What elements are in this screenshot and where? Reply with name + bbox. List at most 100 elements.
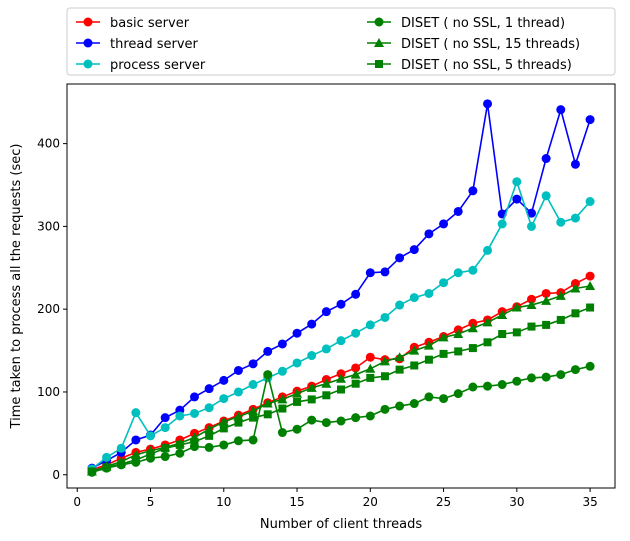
data-point: [292, 388, 303, 398]
data-point: [423, 340, 434, 350]
data-point: [570, 365, 580, 375]
data-point: [424, 288, 434, 298]
data-point: [204, 384, 214, 394]
data-point: [556, 315, 565, 324]
data-point: [205, 431, 214, 440]
data-point: [175, 440, 184, 449]
data-point: [527, 322, 536, 331]
data-point: [483, 381, 493, 391]
data-point: [293, 397, 302, 406]
legend-item: DISET ( no SSL, 1 thread): [367, 16, 565, 31]
data-point: [307, 319, 317, 329]
data-point: [219, 394, 229, 404]
data-point: [365, 320, 375, 330]
data-point: [439, 394, 449, 404]
data-point: [380, 404, 390, 414]
data-point: [365, 363, 376, 373]
data-point: [351, 413, 361, 423]
data-point: [219, 424, 228, 433]
data-point: [189, 392, 199, 402]
data-point: [380, 267, 390, 277]
data-point: [512, 194, 522, 204]
y-tick-label: 400: [37, 137, 60, 151]
data-point: [585, 271, 595, 281]
x-tick-label: 5: [147, 495, 155, 509]
y-tick-label: 200: [37, 302, 60, 316]
data-point: [453, 268, 463, 278]
data-point: [380, 312, 390, 322]
x-tick-label: 10: [216, 495, 231, 509]
data-point: [526, 221, 536, 231]
data-point: [249, 413, 258, 422]
data-point: [219, 440, 229, 450]
data-point: [571, 309, 580, 318]
axes-frame: [66, 83, 616, 489]
data-point: [409, 245, 419, 255]
data-point: [307, 395, 316, 404]
data-point: [351, 363, 361, 373]
data-point: [468, 186, 478, 196]
data-point: [556, 370, 566, 380]
data-point: [409, 399, 419, 409]
x-tick-label: 35: [582, 495, 597, 509]
data-point: [453, 206, 463, 216]
data-point: [526, 294, 536, 304]
data-point: [438, 332, 449, 342]
x-tick-label: 20: [363, 495, 378, 509]
data-point: [102, 463, 111, 472]
data-point: [468, 382, 478, 392]
legend-marker: [83, 59, 93, 69]
data-point: [336, 416, 346, 426]
data-point: [439, 278, 449, 288]
data-point: [262, 398, 273, 408]
data-point: [204, 403, 214, 413]
data-point: [233, 387, 243, 397]
data-point: [321, 418, 331, 428]
data-point: [379, 356, 390, 366]
data-point: [453, 389, 463, 399]
data-point: [585, 197, 595, 207]
data-point: [424, 229, 434, 239]
data-point: [498, 330, 507, 339]
x-tick-label: 30: [509, 495, 524, 509]
data-point: [482, 317, 493, 327]
legend-item: process server: [76, 58, 206, 73]
data-point: [277, 339, 287, 349]
data-point: [424, 355, 433, 364]
data-point: [497, 380, 507, 390]
data-point: [248, 380, 258, 390]
data-point: [380, 372, 389, 381]
data-point: [454, 347, 463, 356]
data-point: [278, 404, 287, 413]
data-point: [541, 295, 552, 305]
data-point: [395, 401, 405, 411]
data-point: [453, 329, 464, 339]
data-point: [483, 99, 493, 109]
series-2: [87, 177, 595, 474]
data-point: [394, 352, 405, 362]
data-point: [204, 442, 214, 452]
data-point: [277, 366, 287, 376]
data-point: [541, 372, 551, 382]
data-point: [248, 406, 259, 416]
data-point: [351, 289, 361, 299]
data-point: [570, 159, 580, 169]
data-point: [307, 415, 317, 425]
plot-area: [86, 99, 596, 477]
data-point: [512, 177, 522, 187]
legend-marker: [83, 38, 93, 48]
data-point: [336, 373, 346, 383]
data-point: [395, 253, 405, 263]
data-point: [248, 435, 258, 445]
y-axis: 0 100 200 300 400: [37, 137, 67, 482]
data-point: [146, 450, 155, 459]
data-point: [219, 375, 229, 385]
legend-label: process server: [110, 58, 206, 73]
data-point: [131, 408, 141, 418]
data-point: [410, 361, 419, 370]
data-point: [263, 410, 272, 419]
data-point: [233, 365, 243, 375]
data-point: [292, 424, 302, 434]
legend-item: DISET ( no SSL, 5 threads): [367, 58, 572, 73]
